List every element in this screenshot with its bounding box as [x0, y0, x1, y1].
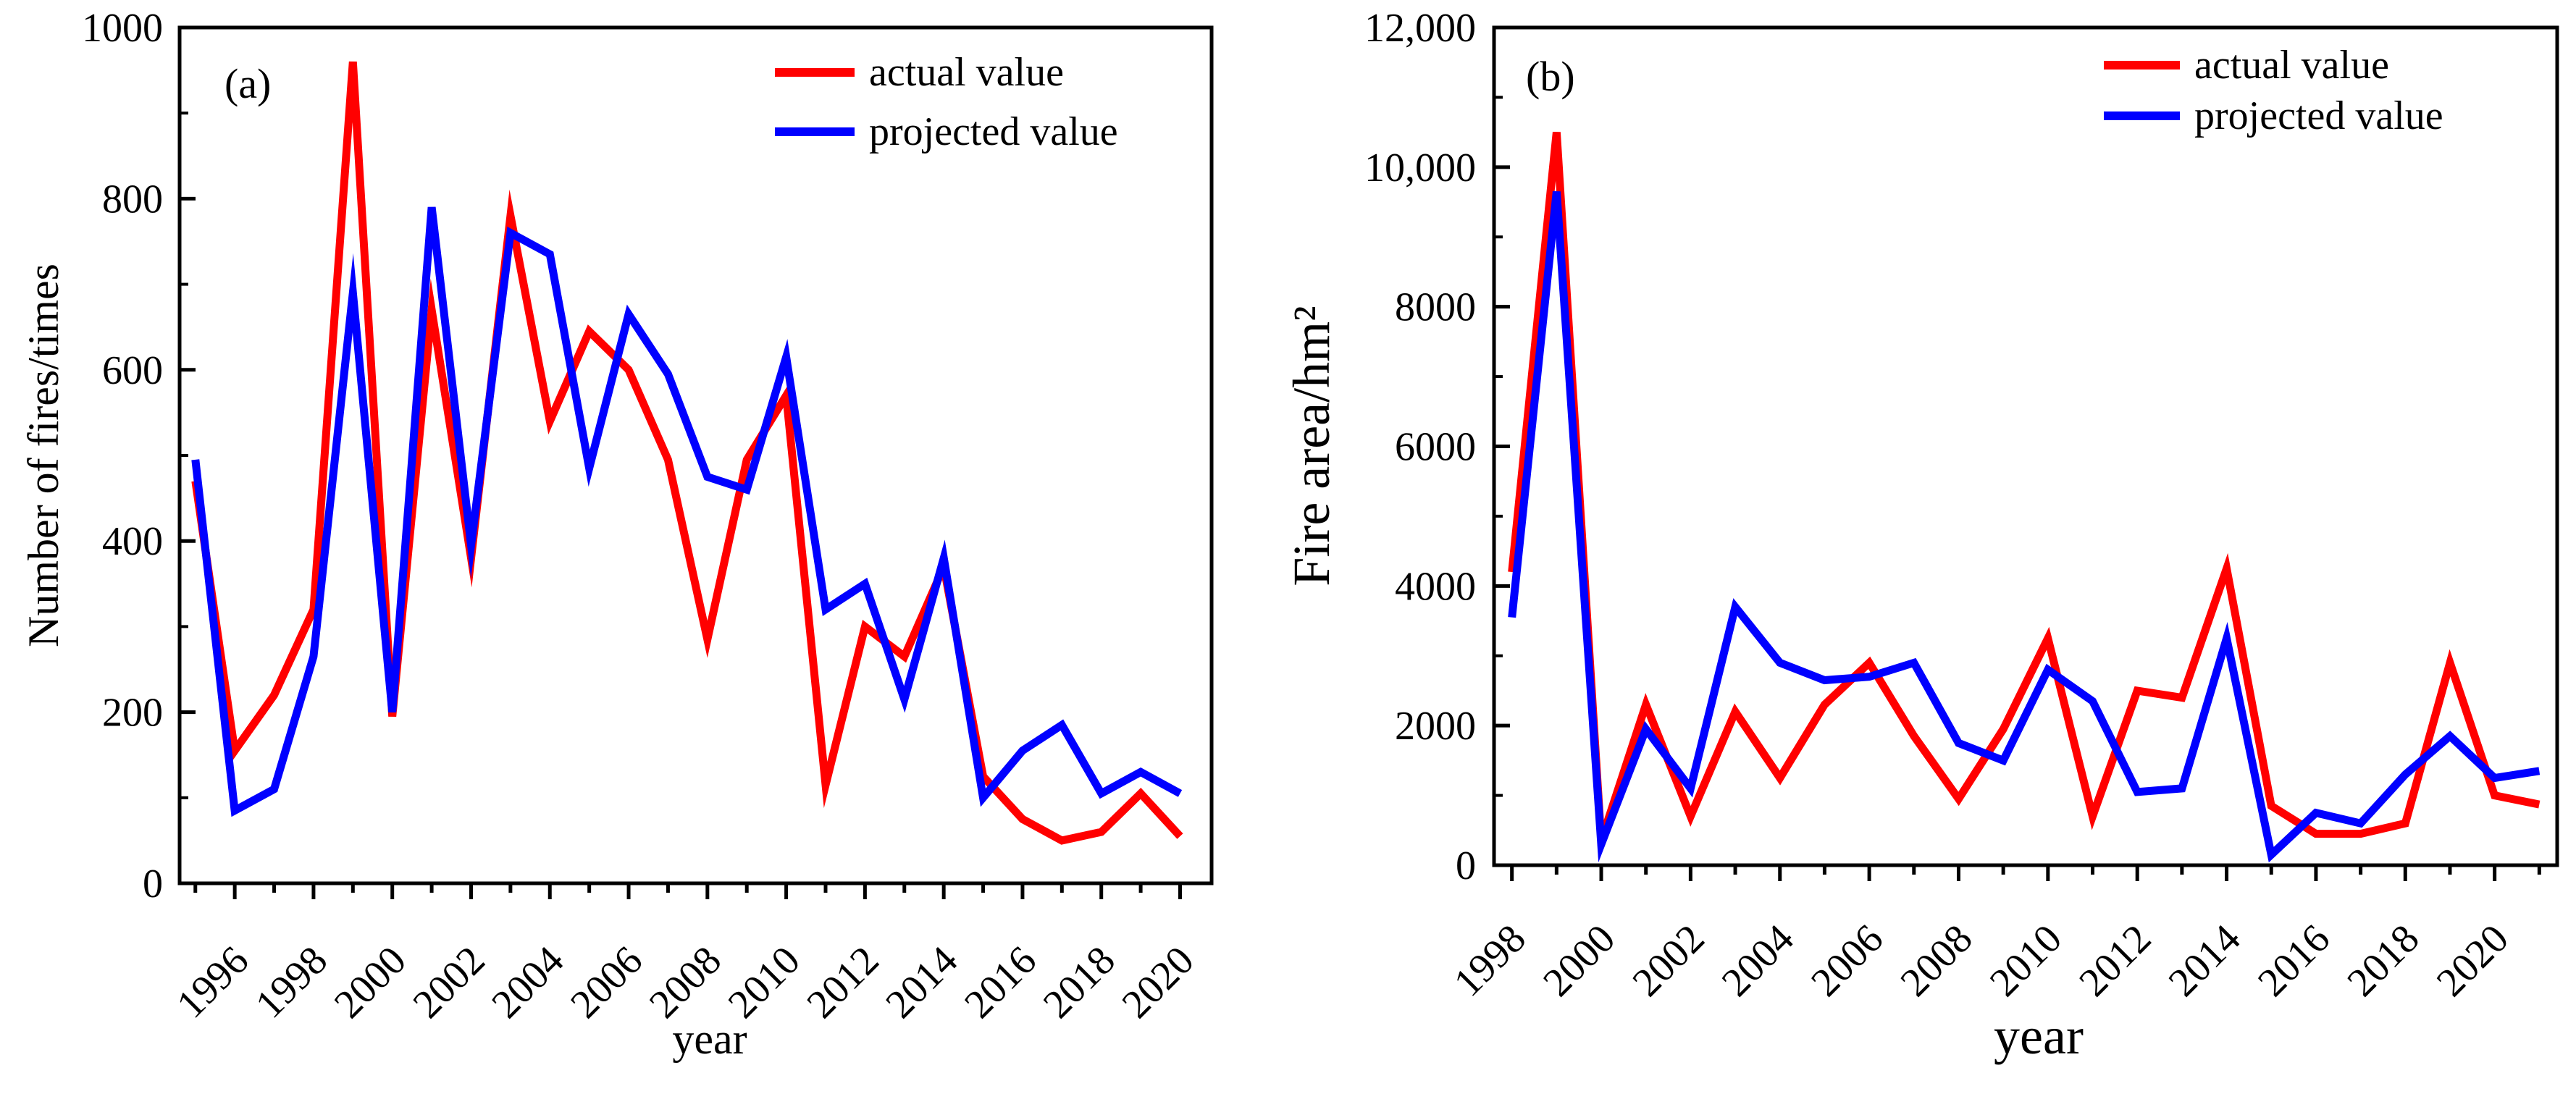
panel-a-x-tick-label: 2012 [799, 938, 888, 1027]
panel-a-legend-label-actual: actual value [869, 50, 1064, 95]
panel-a-x-tick-label: 1998 [247, 938, 336, 1027]
panel-a-x-tick-label: 2000 [326, 938, 415, 1027]
panel-b-y-tick-label: 6000 [1395, 425, 1476, 470]
panel-b-y-tick-label: 10,000 [1364, 146, 1476, 190]
panel-a-y-axis: 0 200 400 600 800 1000 [82, 6, 196, 906]
panel-a-series-line-actual [191, 61, 1183, 845]
panel-b-x-axis-title: year [1994, 1007, 2084, 1065]
panel-a-x-tick-label: 2008 [641, 938, 730, 1027]
panel-b-x-tick-label: 1998 [1446, 916, 1535, 1005]
panel-b-label: (b) [1526, 53, 1575, 100]
panel-b-y-tick-label: 0 [1456, 843, 1476, 888]
panel-a-x-tick-label: 2006 [562, 938, 651, 1027]
panel-a-y-tick-label: 1000 [82, 6, 163, 51]
panel-a-series-line-projected [191, 206, 1183, 817]
panel-b-series-line-actual [1508, 132, 2541, 862]
panel-b-x-tick-label: 2000 [1535, 916, 1624, 1005]
panel-a-legend-label-projected: projected value [869, 109, 1118, 154]
panel-b-x-axis: 1998 2000 2002 2004 2006 2008 2010 2012 2014 2016… [1446, 865, 2541, 1005]
panel-b-x-tick-label: 2006 [1803, 916, 1892, 1005]
panel-b-x-tick-label: 2018 [2338, 916, 2428, 1005]
panel-a-x-tick-label: 2004 [483, 938, 572, 1027]
panel-a-y-tick-label: 600 [102, 348, 163, 393]
panel-a-x-tick-label: 1996 [168, 938, 257, 1027]
panel-a-y-tick-label: 0 [143, 862, 163, 906]
panel-b-legend-label-actual: actual value [2194, 43, 2389, 88]
panel-a-x-tick-label: 2020 [1114, 938, 1203, 1027]
panel-a-series [191, 61, 1183, 845]
panel-b-x-tick-label: 2020 [2428, 916, 2517, 1005]
panel-b-x-tick-label: 2002 [1624, 916, 1713, 1005]
panel-a-y-axis-title: Number of fires/times [20, 264, 67, 647]
panel-b-y-tick-label: 4000 [1395, 564, 1476, 609]
panel-b-y-tick-label: 2000 [1395, 704, 1476, 749]
panel-b-x-tick-label: 2012 [2071, 916, 2160, 1005]
panel-a-x-tick-label: 2010 [720, 938, 809, 1027]
panel-a-x-tick-label: 2014 [877, 938, 966, 1027]
panel-b-series [1508, 132, 2541, 863]
panel-a-x-axis-title: year [672, 1015, 747, 1063]
panel-b-y-axis-title: Fire area/hm² [1283, 306, 1341, 586]
panel-b-x-tick-label: 2008 [1892, 916, 1981, 1005]
panel-a-y-tick-label: 400 [102, 519, 163, 564]
panel-a-y-tick-label: 800 [102, 177, 163, 222]
panel-a-x-tick-label: 2018 [1035, 938, 1124, 1027]
panel-b-y-tick-label: 8000 [1395, 285, 1476, 330]
panel-a-x-axis: 1996199820002002200420062008201020122014… [168, 883, 1203, 1027]
panel-b-x-tick-label: 2014 [2160, 916, 2249, 1005]
panel-a-label: (a) [225, 60, 271, 107]
panel-a-x-tick-label: 2002 [405, 938, 494, 1027]
panel-b-y-tick-label: 12,000 [1364, 6, 1476, 51]
panel-b-x-tick-label: 2010 [1981, 916, 2071, 1005]
panel-a-x-tick-label: 2016 [956, 938, 1045, 1027]
panel-b-y-axis: 0 2000 4000 6000 8000 10,000 12,000 [1364, 6, 1510, 888]
panel-b-series-line-projected [1508, 191, 2541, 863]
panel-a-legend: actual value projected value [775, 50, 1118, 154]
panel-b-x-tick-label: 2016 [2249, 916, 2338, 1005]
panel-a-y-tick-label: 200 [102, 691, 163, 736]
panel-b-legend: actual value projected value [2104, 43, 2443, 138]
panel-b-x-tick-label: 2004 [1713, 916, 1803, 1005]
panel-b-legend-label-projected: projected value [2194, 93, 2443, 138]
